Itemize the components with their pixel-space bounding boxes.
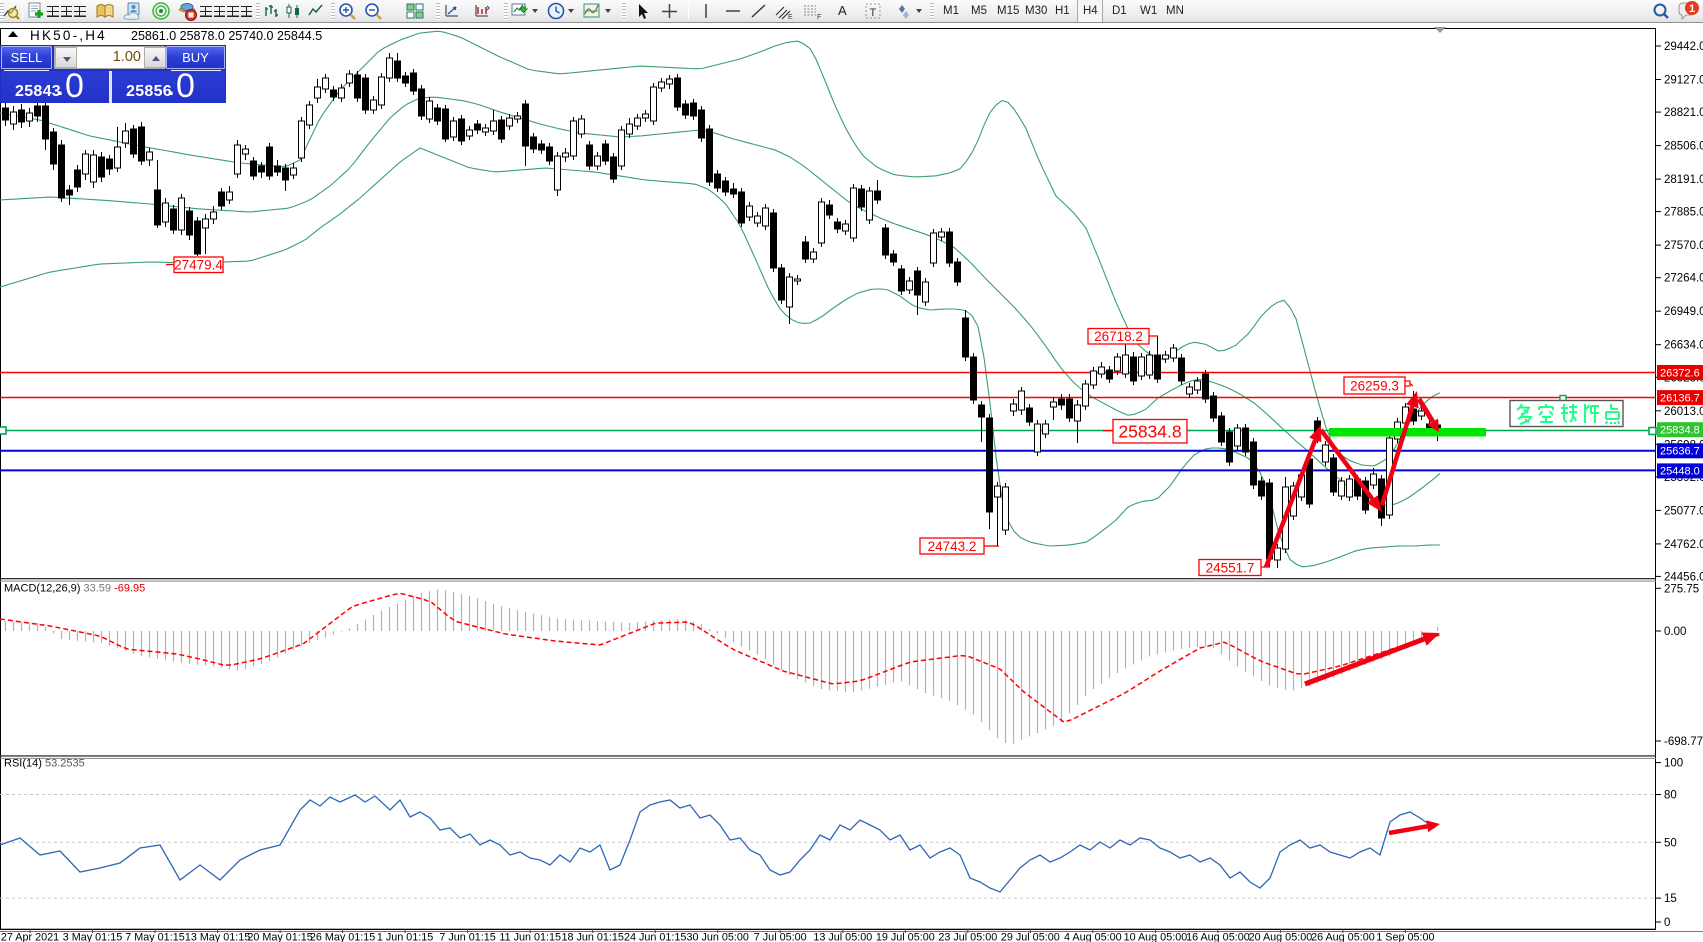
- svg-text:26949.0: 26949.0: [1664, 306, 1703, 318]
- svg-text:30 Jun 05:00: 30 Jun 05:00: [686, 932, 748, 942]
- svg-text:24551.7: 24551.7: [1206, 560, 1255, 575]
- svg-text:23 Jul 05:00: 23 Jul 05:00: [938, 932, 997, 942]
- svg-text:F: F: [817, 14, 821, 21]
- svg-text:26718.2: 26718.2: [1094, 329, 1143, 344]
- svg-text:29127.0: 29127.0: [1664, 75, 1703, 87]
- svg-text:1 Jun 01:15: 1 Jun 01:15: [377, 932, 433, 942]
- svg-text:26 Aug 05:00: 26 Aug 05:00: [1311, 932, 1375, 942]
- svg-text:28506.0: 28506.0: [1664, 141, 1703, 153]
- svg-text:27885.0: 27885.0: [1664, 207, 1703, 219]
- svg-text:0: 0: [1664, 917, 1670, 929]
- svg-text:24456.0: 24456.0: [1664, 571, 1703, 583]
- svg-text:26259.3: 26259.3: [1350, 378, 1399, 393]
- svg-text:13 May 01:15: 13 May 01:15: [185, 932, 250, 942]
- svg-text:20 Aug 05:00: 20 Aug 05:00: [1249, 932, 1313, 942]
- svg-text:25834.8: 25834.8: [1660, 425, 1700, 437]
- svg-text:25834.8: 25834.8: [1118, 422, 1181, 442]
- svg-text:28821.0: 28821.0: [1664, 107, 1703, 119]
- svg-text:275.75: 275.75: [1664, 583, 1699, 595]
- svg-text:16 Aug 05:00: 16 Aug 05:00: [1186, 932, 1250, 942]
- svg-text:26013.0: 26013.0: [1664, 406, 1703, 418]
- svg-text:7 Jun 01:15: 7 Jun 01:15: [439, 932, 495, 942]
- svg-text:28191.0: 28191.0: [1664, 174, 1703, 186]
- svg-text:27479.4: 27479.4: [174, 258, 223, 273]
- svg-text:26 May 01:15: 26 May 01:15: [310, 932, 375, 942]
- svg-text:24762.0: 24762.0: [1664, 539, 1703, 551]
- svg-text:29442.0: 29442.0: [1664, 41, 1703, 53]
- svg-text:24743.2: 24743.2: [928, 539, 977, 554]
- svg-text:26372.6: 26372.6: [1660, 367, 1700, 379]
- svg-text:10 Aug 05:00: 10 Aug 05:00: [1124, 932, 1188, 942]
- svg-text:3 May 01:15: 3 May 01:15: [63, 932, 122, 942]
- svg-text:50: 50: [1664, 837, 1677, 849]
- svg-text:29 Jul 05:00: 29 Jul 05:00: [1001, 932, 1060, 942]
- svg-text:4 Aug 05:00: 4 Aug 05:00: [1064, 932, 1122, 942]
- svg-text:1 Sep 05:00: 1 Sep 05:00: [1376, 932, 1434, 942]
- svg-text:-698.77: -698.77: [1664, 736, 1703, 748]
- svg-text:24 Jun 01:15: 24 Jun 01:15: [624, 932, 686, 942]
- svg-text:18 Jun 01:15: 18 Jun 01:15: [561, 932, 623, 942]
- svg-text:MACD(12,26,9) 33.59 -69.95: MACD(12,26,9) 33.59 -69.95: [4, 583, 145, 595]
- svg-text:HK50-,H4: HK50-,H4: [30, 28, 107, 43]
- svg-text:7 May 01:15: 7 May 01:15: [125, 932, 184, 942]
- svg-text:80: 80: [1664, 790, 1677, 802]
- svg-text:19 Jul 05:00: 19 Jul 05:00: [876, 932, 935, 942]
- svg-text:27 Apr 2021: 27 Apr 2021: [1, 932, 59, 942]
- svg-text:25077.0: 25077.0: [1664, 505, 1703, 517]
- svg-text:26136.7: 26136.7: [1660, 392, 1700, 404]
- svg-text:E: E: [788, 14, 793, 21]
- svg-text:20 May 01:15: 20 May 01:15: [247, 932, 312, 942]
- svg-text:7 Jul 05:00: 7 Jul 05:00: [754, 932, 807, 942]
- svg-text:27264.0: 27264.0: [1664, 273, 1703, 285]
- svg-text:25861.0 25878.0 25740.0 25844.: 25861.0 25878.0 25740.0 25844.5: [131, 29, 322, 43]
- svg-text:0.00: 0.00: [1664, 626, 1686, 638]
- svg-text:26634.0: 26634.0: [1664, 340, 1703, 352]
- svg-text:27570.0: 27570.0: [1664, 240, 1703, 252]
- svg-text:100: 100: [1664, 758, 1683, 770]
- svg-text:13 Jul 05:00: 13 Jul 05:00: [813, 932, 872, 942]
- svg-text:25636.7: 25636.7: [1660, 446, 1700, 458]
- svg-text:1: 1: [1689, 3, 1695, 15]
- svg-text:T: T: [870, 7, 877, 19]
- svg-text:25448.0: 25448.0: [1660, 466, 1700, 478]
- svg-text:11 Jun 01:15: 11 Jun 01:15: [499, 932, 561, 942]
- svg-text:15: 15: [1664, 893, 1677, 905]
- svg-text:RSI(14) 53.2535: RSI(14) 53.2535: [4, 758, 85, 770]
